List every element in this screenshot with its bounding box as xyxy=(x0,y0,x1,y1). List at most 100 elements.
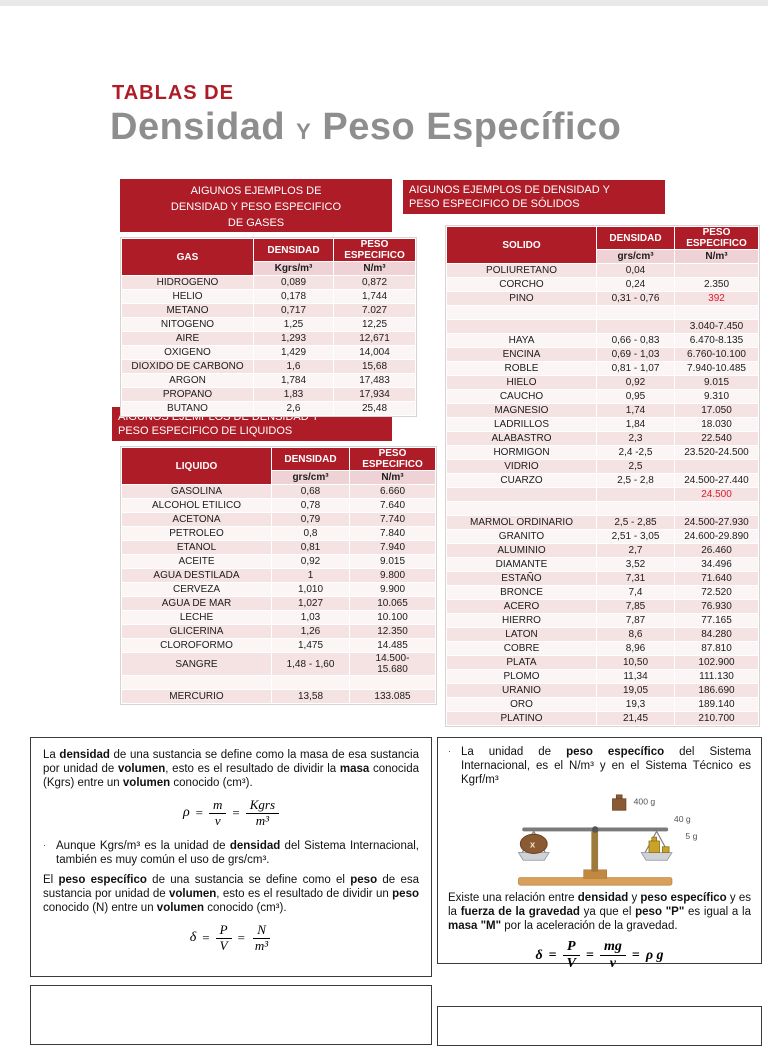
table-row: NITOGENO 1,25 12,25 xyxy=(121,317,416,332)
density-unit-note-paragraph: Aunque Kgrs/m³ es la unidad de densidad … xyxy=(56,839,419,867)
table-cell: ROBLE xyxy=(446,361,597,376)
table-row: PROPANO 1,83 17,934 xyxy=(121,387,416,402)
table-row: ORO 19,3 189.140 xyxy=(446,697,759,712)
table-cell: HORMIGON xyxy=(446,445,597,460)
table-cell xyxy=(121,675,272,690)
table-cell: 7,85 xyxy=(596,599,675,614)
table-cell: 76.930 xyxy=(674,599,759,614)
table-cell: 7.027 xyxy=(333,303,416,318)
table-cell: 9.800 xyxy=(349,568,436,583)
table-cell: 10,50 xyxy=(596,655,675,670)
table-cell: 7.840 xyxy=(349,526,436,541)
gas-col-density-header: DENSIDAD xyxy=(253,238,334,262)
table-cell xyxy=(446,501,597,516)
table-cell: MAGNESIO xyxy=(446,403,597,418)
table-row: ENCINA 0,69 - 1,03 6.760-10.100 xyxy=(446,347,759,362)
table-cell: 6.470-8.135 xyxy=(674,333,759,348)
table-row: AIRE 1,293 12,671 xyxy=(121,331,416,346)
emphasized-text: volumen xyxy=(168,887,217,900)
table-cell: PROPANO xyxy=(121,387,254,402)
table-row: DIOXIDO DE CARBONO 1,6 15,68 xyxy=(121,359,416,374)
table-unit-row: grs/cm³ N/m³ xyxy=(122,470,436,485)
table-cell: METANO xyxy=(121,303,254,318)
table-cell: 84.280 xyxy=(674,627,759,642)
text-segment: Existe una relación entre xyxy=(448,892,578,904)
table-row xyxy=(446,501,759,516)
text-segment: conocida (Kgrs) entre un xyxy=(43,763,419,789)
density-definition-box: La densidad de una sustancia se define c… xyxy=(30,737,432,977)
table-cell: 10.100 xyxy=(349,610,436,625)
emphasized-text: volumen xyxy=(118,763,166,775)
table-row: AGUA DESTILADA 1 9.800 xyxy=(121,568,436,583)
rho-g-term: ρ g xyxy=(645,947,664,963)
liquid-col-density-header: DENSIDAD xyxy=(271,447,350,471)
table-cell: LADRILLOS xyxy=(446,417,597,432)
table-cell: 0,81 - 1,07 xyxy=(596,361,675,376)
equals-sign: = xyxy=(585,947,594,963)
weight-over-volume-fraction: P V xyxy=(215,922,232,954)
table-cell: 133.085 xyxy=(349,689,436,704)
emphasized-text: peso específico xyxy=(566,746,665,758)
table-row: CAUCHO 0,95 9.310 xyxy=(446,389,759,404)
text-segment: conocido (cm³). xyxy=(204,901,287,914)
table-cell: ACETONA xyxy=(121,512,272,527)
table-cell: 0,78 xyxy=(271,498,350,513)
table-cell: CERVEZA xyxy=(121,582,272,597)
table-row: PETROLEO 0,8 7.840 xyxy=(121,526,436,541)
table-cell: SANGRE xyxy=(121,652,272,676)
table-row: ARGON 1,784 17,483 xyxy=(121,373,416,388)
gas-density-unit: Kgrs/m³ xyxy=(253,261,334,276)
table-cell xyxy=(674,501,759,516)
table-row: HORMIGON 2,4 -2,5 23.520-24.500 xyxy=(446,445,759,460)
table-cell: HAYA xyxy=(446,333,597,348)
table-header-row: LIQUIDO DENSIDAD PESO ESPECIFICO xyxy=(121,447,436,485)
table-cell: 0,872 xyxy=(333,275,416,290)
kgrs-over-m3-fraction: Kgrs m³ xyxy=(245,797,280,829)
balance-scale-illustration: x 400 g 40 g 5 g xyxy=(517,794,697,886)
table-cell: 2,3 xyxy=(596,431,675,446)
table-cell: 34.496 xyxy=(674,557,759,572)
gas-table-container: GAS DENSIDAD PESO ESPECIFICO Kgrs/m³ N/m… xyxy=(120,237,417,417)
table-cell xyxy=(596,305,675,320)
table-row: PLOMO 11,34 111.130 xyxy=(446,669,759,684)
table-cell: 6.760-10.100 xyxy=(674,347,759,362)
solid-table-body: POLIURETANO 0,04 CORCHO 0,24 2.350 PINO 0,31 -… xyxy=(446,263,759,726)
table-row: HIELO 0,92 9.015 xyxy=(446,375,759,390)
table-cell: 9.310 xyxy=(674,389,759,404)
table-row: METANO 0,717 7.027 xyxy=(121,303,416,318)
table-cell: 14,004 xyxy=(333,345,416,360)
liquids-header-line: PESO ESPECIFICO DE LIQUIDOS xyxy=(118,425,293,437)
table-cell xyxy=(446,487,597,502)
table-row: CUARZO 2,5 - 2,8 24.500-27.440 xyxy=(446,473,759,488)
table-cell: 8,6 xyxy=(596,627,675,642)
liquid-weight-unit: N/m³ xyxy=(349,470,436,485)
table-cell: ETANOL xyxy=(121,540,272,555)
table-cell: ALABASTRO xyxy=(446,431,597,446)
table-cell: 0,92 xyxy=(596,375,675,390)
table-row: GLICERINA 1,26 12.350 xyxy=(121,624,436,639)
weight-40g-label: 40 g xyxy=(673,814,690,824)
page-title: Densidad Y Peso Específico xyxy=(110,106,621,149)
table-cell: 1,03 xyxy=(271,610,350,625)
solids-header-line: AIGUNOS EJEMPLOS DE DENSIDAD Y xyxy=(409,184,610,196)
table-cell: 25,48 xyxy=(333,401,416,416)
table-row: GASOLINA 0,68 6.660 xyxy=(121,484,436,499)
table-cell: 1,74 xyxy=(596,403,675,418)
table-cell: PETROLEO xyxy=(121,526,272,541)
table-cell: 2,7 xyxy=(596,543,675,558)
table-cell: 24.600-29.890 xyxy=(674,529,759,544)
table-row: ROBLE 0,81 - 1,07 7.940-10.485 xyxy=(446,361,759,376)
table-cell: 0,69 - 1,03 xyxy=(596,347,675,362)
table-cell: 19,05 xyxy=(596,683,675,698)
specific-weight-unit-box: · La unidad de peso específico del Siste… xyxy=(437,737,762,971)
equals-sign: = xyxy=(195,805,204,821)
emphasized-text: masa xyxy=(339,763,370,775)
emphasized-text: peso específico xyxy=(58,873,147,886)
table-row xyxy=(121,675,436,690)
table-cell xyxy=(674,459,759,474)
mass-over-volume-fraction: m v xyxy=(209,797,227,829)
relation-formula: δ = P V = mg v = ρ g xyxy=(448,939,751,972)
table-cell: 26.460 xyxy=(674,543,759,558)
table-cell: ESTAÑO xyxy=(446,571,597,586)
gas-weight-unit: N/m³ xyxy=(333,261,416,276)
